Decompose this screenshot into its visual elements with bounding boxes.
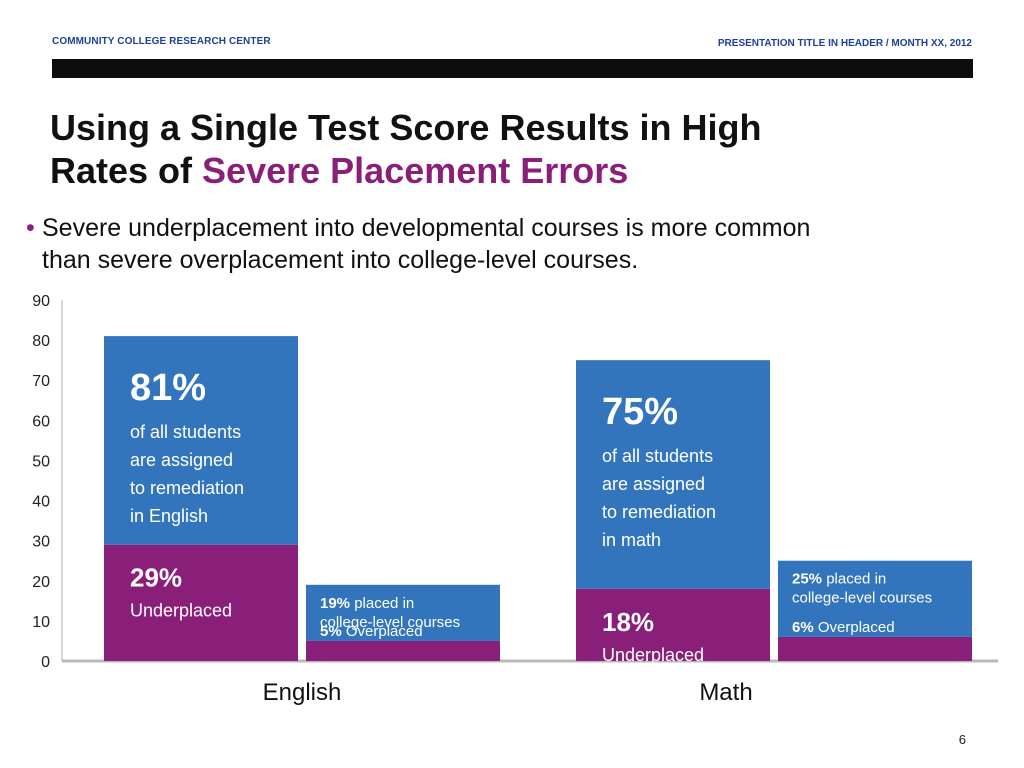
bar-label-line-math-remediation: in math	[602, 530, 661, 550]
y-tick-label: 30	[32, 534, 50, 551]
y-tick-label: 60	[32, 413, 50, 430]
bar-segment-math-assigned-to-remediation-remainder	[576, 360, 770, 589]
bar-label-line-math-remediation: to remediation	[602, 502, 716, 522]
category-label-english: English	[263, 679, 342, 706]
bullet-line2: than severe overplacement into college-l…	[42, 246, 639, 274]
bar-segment-english-placed-college-level-remainder	[306, 584, 500, 641]
bar-segment-math-assigned-to-remediation-underplaced	[576, 588, 770, 661]
bullet-line1: Severe underplacement into developmental…	[42, 214, 811, 242]
bar-label-line-english-remediation: of all students	[130, 422, 241, 442]
bar-segment-math-placed-college-level-overplaced	[778, 636, 972, 661]
title-line2-prefix: Rates of	[50, 150, 203, 191]
header-bar	[52, 59, 973, 78]
bar-label-pct-english-remediation: 81%	[130, 367, 206, 409]
bullet-dot-icon: •	[26, 214, 35, 242]
bar-label-line-english-remediation: in English	[130, 506, 208, 526]
y-tick-label: 10	[32, 614, 50, 631]
placement-chart: 0 10 20 30 40 50 60 70 80 90 81% of all students are…	[32, 293, 998, 706]
bar-label-pct-math-underplaced: 18%	[602, 607, 654, 637]
y-tick-label: 40	[32, 494, 50, 511]
bar-segment-english-assigned-to-remediation-remainder	[104, 336, 298, 545]
bar-label-line-english-college-level: college-level courses	[320, 614, 460, 631]
bar-segment-english-placed-college-level-overplaced	[306, 640, 500, 661]
y-tick-label: 50	[32, 453, 50, 470]
bar-label-text-math-underplaced: Underplaced	[602, 645, 704, 665]
page-number: 6	[958, 732, 966, 747]
bar-segment-math-placed-college-level-remainder	[778, 560, 972, 637]
header-organization: COMMUNITY COLLEGE RESEARCH CENTER	[52, 36, 271, 47]
category-label-math: Math	[699, 679, 752, 706]
title-line1: Using a Single Test Score Results in Hig…	[50, 107, 762, 148]
bar-label-line-math-college-level: college-level courses	[792, 590, 932, 607]
bar-label-line-english-college-level: 19% placed in	[320, 595, 414, 612]
bar-label-pct-english-underplaced: 29%	[130, 563, 182, 593]
y-tick-label: 20	[32, 574, 50, 591]
y-tick-label: 0	[41, 654, 50, 671]
y-tick-label: 70	[32, 373, 50, 390]
bar-label-line-english-remediation: to remediation	[130, 478, 244, 498]
bar-label-text-english-underplaced: Underplaced	[130, 601, 232, 621]
bar-label-english-overplaced: 5% Overplaced	[320, 623, 423, 640]
bar-label-line-math-college-level: 25% placed in	[792, 571, 886, 588]
bar-label-line-math-remediation: are assigned	[602, 474, 705, 494]
bar-label-line-math-remediation: of all students	[602, 446, 713, 466]
bar-label-math-overplaced: 6% Overplaced	[792, 619, 895, 636]
header-presentation-title: PRESENTATION TITLE IN HEADER / MONTH XX,…	[717, 38, 972, 49]
y-tick-label: 90	[32, 293, 50, 310]
bar-label-line-english-remediation: are assigned	[130, 450, 233, 470]
bar-label-pct-math-remediation: 75%	[602, 391, 678, 433]
slide-title: Using a Single Test Score Results in Hig…	[50, 106, 950, 192]
title-line2-highlight: Severe Placement Errors	[202, 150, 629, 191]
y-tick-label: 80	[32, 333, 50, 350]
bar-segment-english-assigned-to-remediation-underplaced	[104, 544, 298, 661]
bullet-point: • Severe underplacement into developmenta…	[26, 212, 966, 276]
